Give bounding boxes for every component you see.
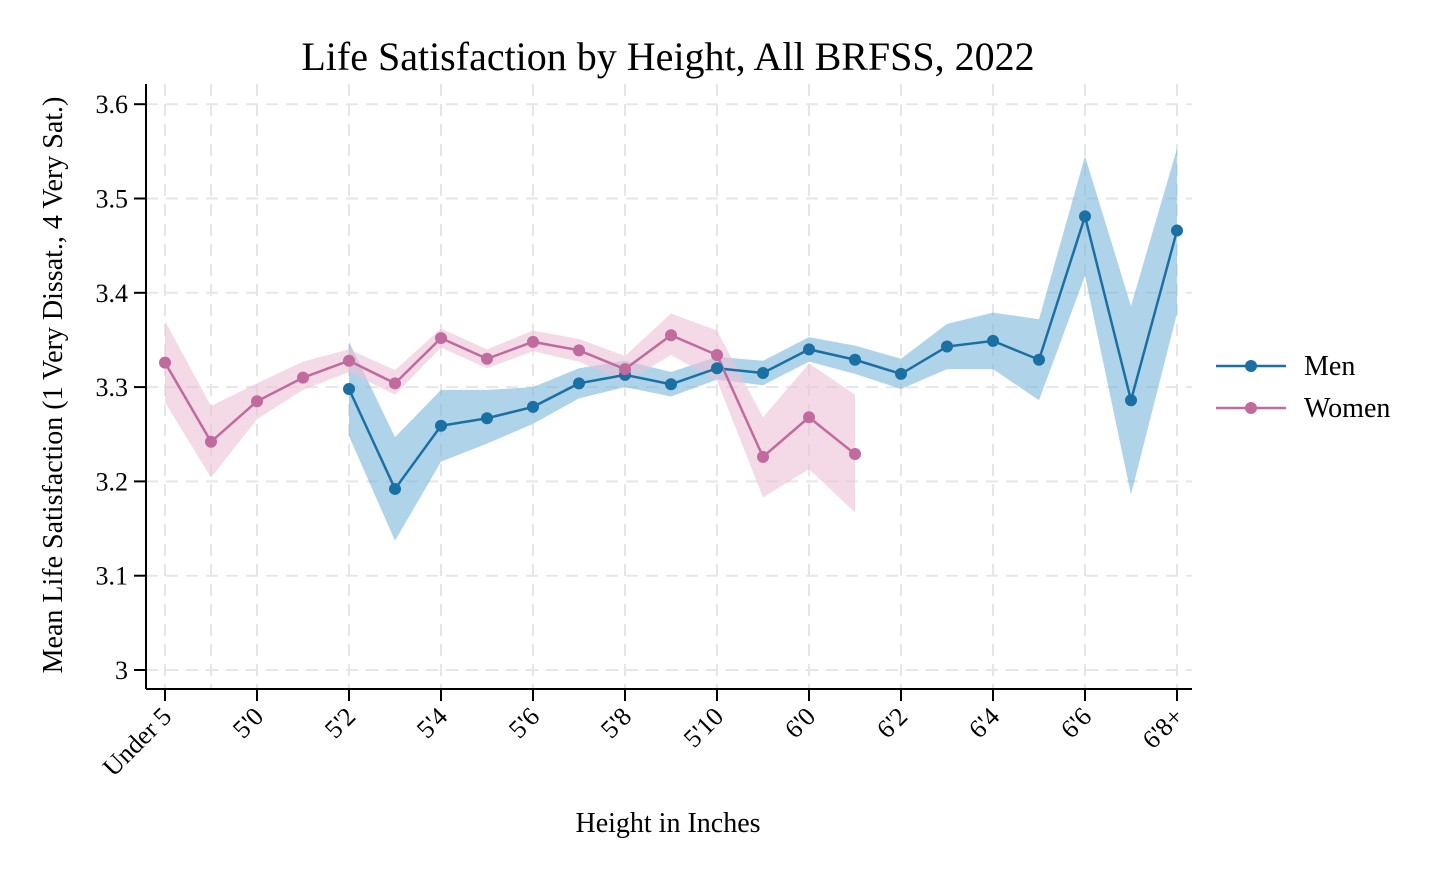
x-tick-label: Under 5 [97,702,177,782]
data-point-men [849,353,861,366]
x-tick-label: 6'0 [779,702,821,744]
x-tick-label: 6'2 [871,702,913,744]
chart-title: Life Satisfaction by Height, All BRFSS, … [301,34,1034,79]
legend-label-women: Women [1304,393,1390,424]
data-point-men [343,382,355,395]
x-tick-label: 5'4 [411,702,453,744]
confidence-band-women [165,313,855,513]
data-point-women [343,354,355,367]
y-tick-label: 3 [115,656,128,685]
series-line-women [163,333,856,459]
data-point-women [573,344,585,357]
data-point-women [711,349,723,362]
legend-marker-women [1245,402,1257,414]
data-point-men [941,340,953,353]
data-point-men [1171,224,1183,237]
data-point-women [297,371,309,384]
data-point-men [1033,353,1045,366]
y-tick-label: 3.3 [96,373,129,402]
x-tick-label: 5'8 [595,702,637,744]
x-tick-label: 6'4 [963,702,1005,744]
data-point-men [389,482,401,495]
data-point-women [803,411,815,424]
x-tick-label: 6'6 [1055,702,1097,744]
data-point-men [435,419,447,432]
data-point-women [619,363,631,376]
data-point-men [481,412,493,425]
y-tick-label: 3.6 [96,90,129,119]
y-tick-label: 3.1 [96,562,129,591]
data-point-women [481,352,493,365]
y-ticks: 3 3.1 3.2 3.3 3.4 3.5 3.6 [96,90,146,685]
x-axis-label: Height in Inches [575,808,760,839]
x-tick-label: 5'6 [503,702,545,744]
y-tick-label: 3.5 [96,185,129,214]
data-point-men [757,366,769,379]
data-point-men [527,400,539,413]
y-axis-label: Mean Life Satisfaction (1 Very Dissat., … [38,97,69,674]
legend-label-men: Men [1304,351,1355,382]
data-point-men [573,377,585,390]
data-point-women [159,356,171,369]
data-point-women [435,332,447,345]
confidence-bands [165,148,1177,541]
data-point-women [665,329,677,342]
confidence-band-men [349,148,1177,541]
data-point-women [849,448,861,461]
data-point-women [205,435,217,448]
x-tick-label: 6'8+ [1137,702,1190,755]
data-point-men [987,334,999,347]
x-tick-label: 5'0 [227,702,269,744]
y-tick-label: 3.4 [96,279,129,308]
data-point-women [757,450,769,463]
series-points [159,210,1183,495]
data-point-women [389,377,401,390]
x-tick-label: 5'10 [678,702,729,753]
data-point-men [803,343,815,356]
data-point-men [711,362,723,375]
legend-marker-men [1245,360,1257,372]
x-ticks: Under 5 5'0 5'2 5'4 5'6 5'8 5'10 6'0 6'2 6'4 6'6 6'… [97,689,1189,782]
data-point-women [527,335,539,348]
data-point-men [895,367,907,380]
legend: Men Women [1216,351,1390,424]
y-tick-label: 3.2 [96,467,129,496]
data-point-women [251,395,263,408]
x-tick-label: 5'2 [319,702,361,744]
data-point-men [665,378,677,391]
data-point-men [1125,394,1137,407]
data-point-men [1079,210,1091,223]
